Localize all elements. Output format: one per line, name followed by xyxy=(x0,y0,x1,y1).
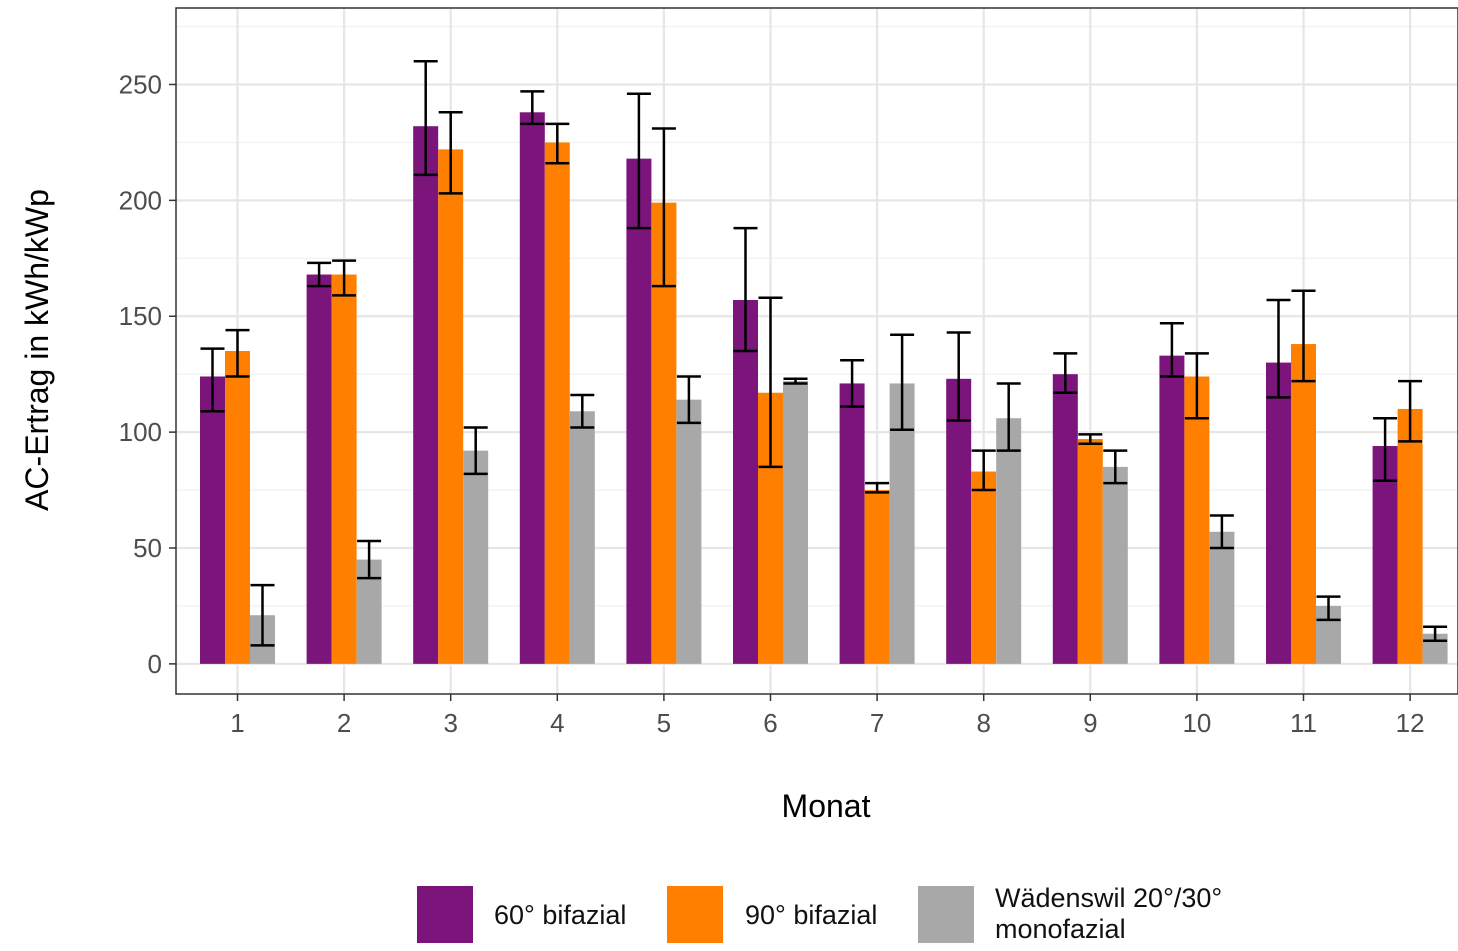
legend-label-line-1: Wädenswil 20°/30° xyxy=(995,883,1222,913)
bar xyxy=(225,351,250,664)
x-tick-label: 3 xyxy=(443,708,457,738)
bar xyxy=(839,383,865,664)
bar xyxy=(544,142,570,664)
y-tick-label: 100 xyxy=(119,417,162,447)
x-tick-label: 5 xyxy=(657,708,671,738)
legend-swatch-90-bifazial xyxy=(667,886,723,943)
bar xyxy=(1291,344,1316,664)
bar xyxy=(569,411,595,664)
x-tick-label: 4 xyxy=(550,708,564,738)
y-tick-label: 150 xyxy=(119,301,162,331)
bar xyxy=(519,112,545,664)
bar xyxy=(864,490,890,664)
bar xyxy=(1102,466,1128,664)
legend-label-90-bifazial: 90° bifazial xyxy=(745,900,877,930)
bar xyxy=(996,418,1022,664)
legend-swatch-60-bifazial xyxy=(417,886,473,943)
y-axis-title: AC-Ertrag in kWh/kWp xyxy=(19,189,55,511)
bar xyxy=(1209,531,1235,664)
bar xyxy=(946,378,972,664)
bar xyxy=(1077,439,1103,664)
bar xyxy=(1372,446,1398,664)
bar xyxy=(626,158,652,664)
legend-swatch-waedenswil-monofazial xyxy=(918,886,974,943)
x-tick-label: 11 xyxy=(1290,708,1317,738)
bar xyxy=(1266,362,1291,664)
bar xyxy=(1184,376,1210,664)
bar xyxy=(438,149,464,664)
bar xyxy=(783,381,808,664)
bar xyxy=(676,399,702,664)
bar xyxy=(1397,408,1423,664)
x-tick-label: 12 xyxy=(1396,708,1425,738)
y-tick-label: 250 xyxy=(119,69,162,99)
legend-label-60-bifazial: 60° bifazial xyxy=(494,900,626,930)
bar xyxy=(306,274,332,664)
plot-panel-border xyxy=(175,7,1458,695)
x-tick-label: 1 xyxy=(230,708,244,738)
y-tick-label: 50 xyxy=(133,533,162,563)
legend: 60° bifazial 90° bifazial Wädenswil 20°/… xyxy=(417,883,1230,944)
bar xyxy=(413,126,439,664)
y-tick-label: 0 xyxy=(148,649,162,679)
bar xyxy=(331,274,357,664)
bar xyxy=(1159,355,1185,664)
y-tick-label: 200 xyxy=(119,185,162,215)
bar xyxy=(200,376,225,664)
bar-layer xyxy=(200,112,1448,664)
legend-label-line-2: monofazial xyxy=(995,914,1126,944)
x-tick-label: 7 xyxy=(870,708,884,738)
bar xyxy=(733,300,758,664)
legend-label-waedenswil-monofazial: Wädenswil 20°/30° monofazial xyxy=(995,883,1230,944)
x-axis-title: Monat xyxy=(782,788,871,824)
x-tick-label: 8 xyxy=(976,708,990,738)
x-tick-label: 6 xyxy=(763,708,777,738)
bar xyxy=(971,471,997,664)
x-tick-label: 9 xyxy=(1083,708,1097,738)
bar xyxy=(463,450,489,664)
x-tick-label: 2 xyxy=(337,708,351,738)
error-bar-layer xyxy=(200,60,1448,647)
x-tick-label: 10 xyxy=(1182,708,1211,738)
bar xyxy=(1052,374,1078,664)
